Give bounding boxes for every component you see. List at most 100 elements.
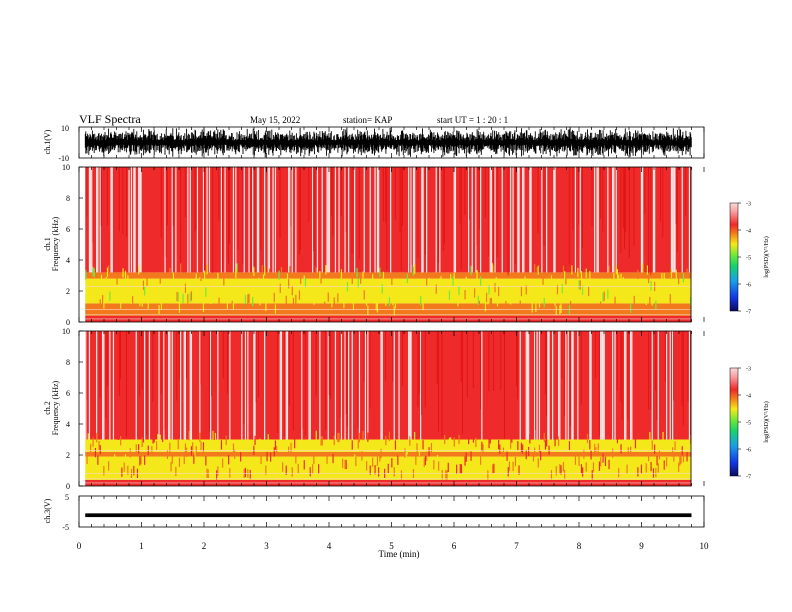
ch1-spectrogram-speckle: [205, 287, 207, 297]
ch2-spectrogram-quiet-column: [189, 331, 191, 440]
ch2-spectrogram-speckle: [200, 441, 202, 451]
ch1-spectrogram-burst-column: [308, 167, 310, 222]
ch2-spectrogram-speckle: [361, 451, 363, 461]
ch1-spectrogram-speckle: [669, 293, 671, 304]
ch1-spectrogram-quiet-column: [688, 167, 691, 273]
ch1-spectrogram-speckle: [140, 304, 142, 314]
ch2-spectrogram-quiet-column: [135, 331, 137, 440]
ch1-spectrogram-speckle: [291, 285, 293, 296]
ch2-spectrogram-speckle: [108, 461, 110, 471]
ch2-spectrogram-speckle: [213, 430, 215, 441]
ch2-spectrogram-speckle: [114, 454, 116, 464]
start-time-label: start UT = 1 : 20 : 1: [437, 115, 508, 125]
ch2-spectrogram-quiet-column: [168, 331, 170, 440]
ch2-spectrogram-speckle: [585, 462, 587, 472]
ch1-spectrogram-speckle: [422, 300, 424, 311]
ch1-colorbar-label: log(PSD)(V²/Hz): [763, 236, 770, 277]
ch1-spectrogram-speckle: [206, 264, 208, 275]
ch2-spectrogram-quiet-column: [547, 331, 549, 440]
ch1-waveform-panel: 10 -10 ch.1(V): [43, 124, 705, 163]
ch2-spectrogram-speckle: [267, 434, 269, 444]
ch2-spectrogram-speckle: [222, 458, 224, 468]
ch1-spectrogram-speckle: [648, 273, 650, 284]
ch2-spectrogram-speckle: [153, 433, 155, 443]
ch2-spectrogram-quiet-column: [398, 331, 400, 440]
ch1-spectrogram-quiet-column: [316, 167, 319, 273]
ch1-spectrogram-burst-column: [568, 167, 570, 265]
colorbar-tick-label: -7: [746, 310, 751, 316]
ch1-spectrogram-quiet-column: [490, 167, 493, 273]
ch2-spectrogram-quiet-column: [630, 331, 632, 440]
ch1-spectrogram-quiet-column: [579, 167, 581, 273]
ch2-colorbar-gradient: [729, 367, 739, 477]
ch2-spectrogram-speckle: [270, 452, 272, 462]
ch1-spectrogram-speckle: [388, 297, 391, 307]
ch1-spectrogram-quiet-column: [674, 167, 676, 273]
ch2-spectrogram-burst-column: [146, 331, 148, 435]
ch1-spectrogram-speckle: [324, 301, 326, 311]
ch1-spectrogram-speckle: [543, 297, 545, 308]
ch1-spectrogram-speckle: [478, 300, 481, 311]
ch2-spectrogram-speckle: [564, 469, 566, 480]
ch2-spectrogram-quiet-column: [247, 331, 249, 440]
ch1-spectrogram-speckle: [165, 303, 167, 313]
ch2-spectrogram-speckle: [506, 451, 508, 461]
ch2-spectrogram-speckle: [142, 433, 145, 443]
ch2-spectrogram-speckle: [156, 440, 158, 451]
ch1-spectrogram-quiet-column: [374, 167, 376, 273]
ch1-spectrogram-quiet-column: [640, 167, 643, 273]
ch1-spectrogram-speckle: [253, 266, 255, 276]
ch1-spectrogram-quiet-column: [133, 167, 135, 273]
ch1-spectrogram-speckle: [393, 306, 395, 316]
ch1-spectrogram-burst-column: [507, 167, 509, 276]
ch1-spectrogram-speckle: [615, 264, 617, 275]
ch2-spectrogram-burst-column: [516, 331, 517, 386]
ch2-spectrogram-burst-column: [620, 331, 622, 403]
ch1-spectrogram-speckle: [382, 271, 385, 282]
ch1-ylabel: ch.1(V): [43, 129, 52, 154]
ch2-spectrogram-burst-column: [302, 331, 304, 429]
ch1-spectrogram-burst-column: [488, 167, 490, 257]
ch2-spectrogram-speckle: [217, 466, 219, 476]
ch1-spectrogram-burst-column: [662, 167, 664, 238]
ch2-spectrogram-burst-column: [243, 331, 245, 425]
ch2-spectrogram-speckle: [583, 449, 585, 459]
ch1-spectrogram-speckle: [586, 293, 589, 304]
ch2-spectrogram-quiet-column: [264, 331, 266, 440]
ch2-spectrogram-burst-column: [289, 331, 291, 406]
ch2-spectrogram-speckle: [202, 442, 205, 452]
ch1-spectrogram-speckle: [135, 282, 137, 292]
ch1-spectrogram-burst-column: [204, 167, 205, 274]
ch1-spectrogram-quiet-column: [189, 167, 191, 273]
ch2-spectrogram-speckle: [681, 446, 683, 456]
ch1-spectrogram-speckle: [264, 266, 266, 276]
time-axis-tick-labels: 0 1 2 3 4 5 6 7 8 9 10: [77, 541, 709, 551]
ch1-spectrogram-speckle: [426, 276, 428, 286]
ch2-spectrogram-speckle: [397, 455, 399, 465]
ch1-spectrogram-quiet-column: [196, 167, 199, 273]
ch2-spectrogram-ytick-label: 4: [66, 420, 70, 429]
ch2-spectrogram-speckle: [508, 461, 511, 471]
ch1-spectrogram-speckle: [510, 295, 512, 305]
colorbar-tick-label: -3: [746, 202, 751, 208]
ch2-spectrogram-quiet-column: [519, 331, 521, 440]
time-tick-label: 7: [514, 541, 519, 551]
ch2-spectrogram-speckle: [468, 434, 470, 445]
ch1-spectrogram-speckle: [190, 291, 193, 301]
ch1-spectrogram-quiet-column: [139, 167, 141, 273]
ch2-spectrogram-speckle: [230, 460, 232, 470]
ch1-spectrogram-speckle: [458, 285, 460, 296]
ch2-spectrogram-speckle: [288, 446, 290, 456]
colorbar-tick-label: -4: [746, 394, 751, 400]
ch1-spectrogram-speckle: [618, 274, 620, 284]
ch1-spectrogram-burst-column: [118, 167, 120, 232]
ch2-spectrogram-speckle: [391, 458, 393, 468]
ch2-spectrogram-speckle: [394, 440, 397, 450]
ch2-spectrogram-speckle: [141, 437, 143, 447]
ch2-spectrogram-quiet-column: [103, 331, 105, 440]
ch2-spectrogram-speckle: [171, 454, 173, 464]
ch1-spectrogram-speckle: [246, 282, 248, 292]
ch1-spectrogram-burst-column: [469, 167, 471, 220]
ch1-spectrogram-speckle: [290, 283, 292, 293]
ch2-spectrogram-speckle: [140, 454, 142, 465]
